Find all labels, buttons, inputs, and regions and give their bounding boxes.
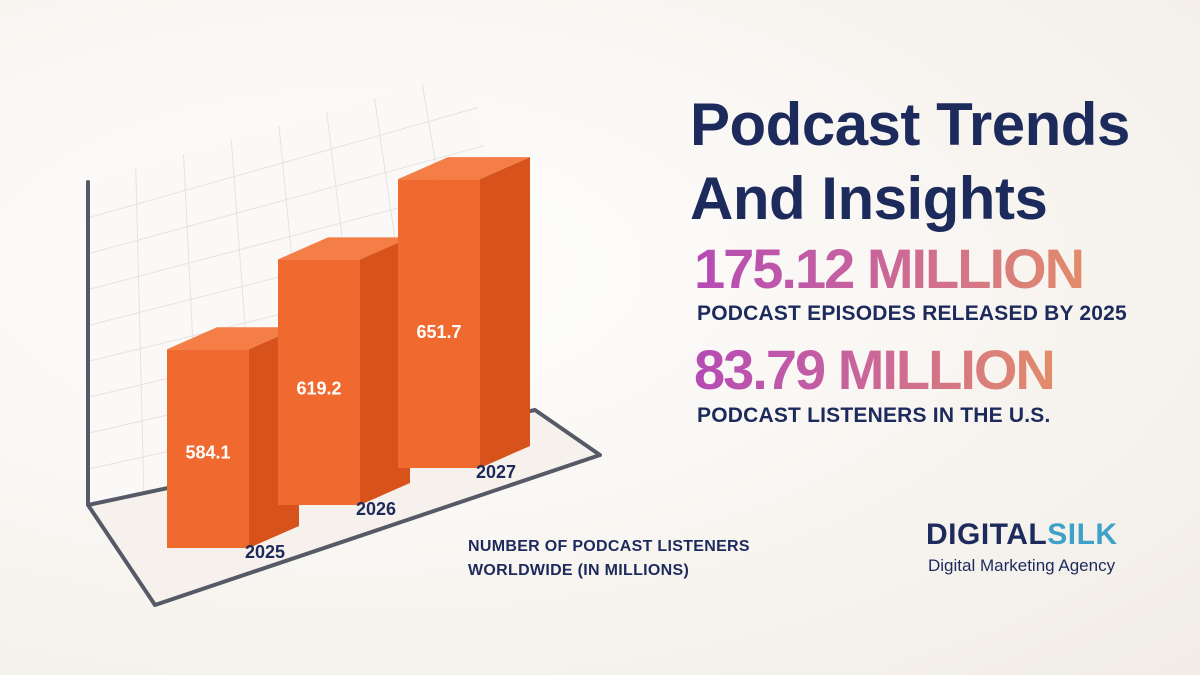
bar-value-label: 584.1 xyxy=(185,443,230,463)
bar-front-face xyxy=(278,259,360,505)
stat-listeners-label: PODCAST LISTENERS IN THE U.S. xyxy=(697,404,1051,427)
bar-value-label: 619.2 xyxy=(296,378,341,398)
bar-side-face xyxy=(480,157,530,469)
category-label: 2025 xyxy=(245,542,285,562)
grid-line-horizontal xyxy=(87,145,485,255)
bar-top-face xyxy=(278,237,410,260)
brand-logo: DIGITALSILK xyxy=(926,518,1118,552)
bar-2027 xyxy=(398,157,530,469)
stat-listeners-value: 83.79 MILLION xyxy=(694,338,1056,401)
bar-top-face xyxy=(398,157,530,180)
grid-line-vertical xyxy=(135,167,145,494)
brand-name-part2: SILK xyxy=(1047,518,1118,551)
category-label: 2027 xyxy=(476,462,516,482)
bar-top-face xyxy=(167,327,299,350)
stat-episodes-label: PODCAST EPISODES RELEASED BY 2025 xyxy=(697,302,1127,325)
stat-episodes-value: 175.12 MILLION xyxy=(694,237,1085,300)
category-label: 2026 xyxy=(356,499,396,519)
bar-2026 xyxy=(278,237,410,505)
chart-caption: NUMBER OF PODCAST LISTENERS WORLDWIDE (I… xyxy=(468,538,750,579)
bar-front-face xyxy=(398,179,480,469)
brand-name-part1: DIGITAL xyxy=(926,518,1048,551)
bar-side-face xyxy=(360,237,410,505)
grid-line-horizontal xyxy=(87,107,478,219)
bar-front-face xyxy=(167,349,249,548)
brand-tagline: Digital Marketing Agency xyxy=(928,556,1116,575)
page-title: Podcast Trends And Insights xyxy=(690,91,1130,232)
bar-value-label: 651.7 xyxy=(416,322,461,342)
